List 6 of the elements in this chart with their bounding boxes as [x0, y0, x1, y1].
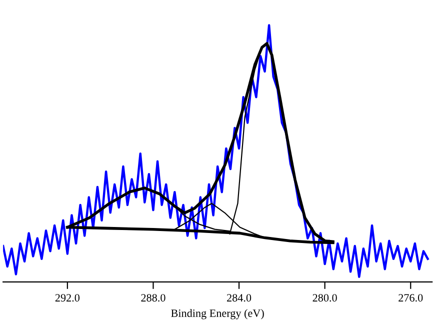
x-tick-label: 276.0: [398, 294, 423, 302]
x-tick-label: 280.0: [312, 294, 337, 302]
x-tick-label: 284.0: [227, 294, 252, 302]
x-axis-title: Binding Energy (eV): [171, 309, 264, 320]
x-tick-label: 288.0: [141, 294, 166, 302]
x-tick-label: 292.0: [55, 294, 80, 302]
